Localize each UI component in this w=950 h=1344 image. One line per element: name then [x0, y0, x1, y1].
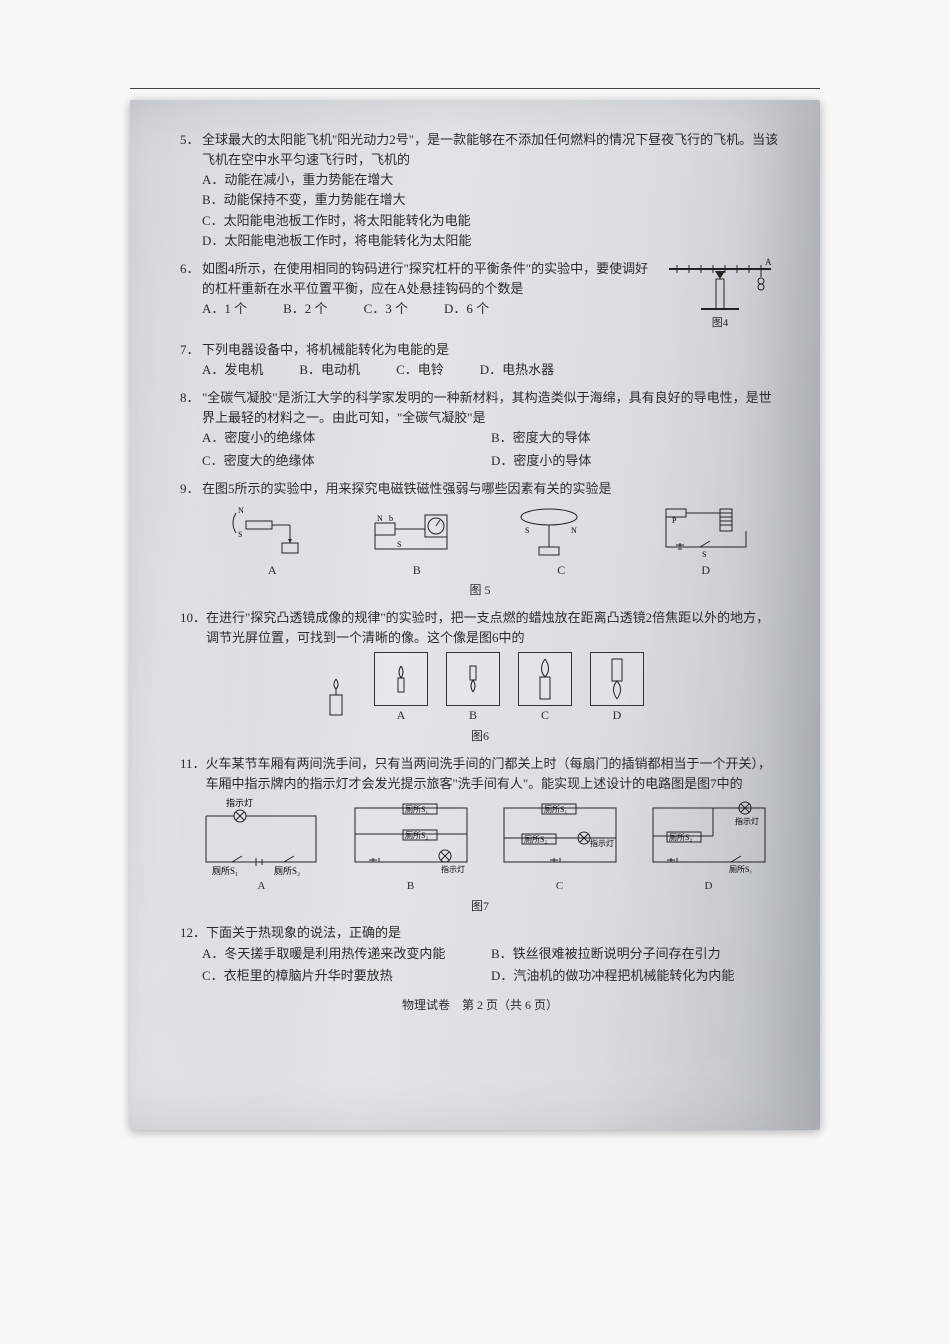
q8-stem: "全碳气凝胶"是浙江大学的科学家发明的一种新材料，其构造类似于海绵，具有良好的导… [202, 388, 780, 428]
figure-4-label: 图4 [660, 315, 780, 332]
svg-text:A: A [765, 257, 772, 267]
q11-label-c: C [488, 878, 631, 895]
q11-label-b: B [339, 878, 482, 895]
q6-opt-a: A．1 个 [202, 299, 247, 319]
svg-text:厕所S₁: 厕所S₁ [729, 864, 752, 874]
question-10: 10． 在进行"探究凸透镜成像的规律"的实验时，把一支点燃的蜡烛放在距离凸透镜2… [180, 608, 780, 745]
svg-text:指示灯: 指示灯 [590, 838, 614, 848]
q10-label-d: D [590, 706, 644, 725]
q12-opt-c: C．衣柜里的樟脑片升华时要放热 [202, 966, 491, 986]
figure-7: 指示灯 厕所S₁ 厕所S₂ A 厕所S₁ 厕所S₂ [180, 794, 780, 895]
question-12: 12． 下面关于热现象的说法，正确的是 A．冬天搓手取暖是利用热传递来改变内能 … [180, 923, 780, 985]
svg-text:S: S [397, 540, 401, 549]
q5-opt-d: D．太阳能电池板工作时，将电能转化为太阳能 [202, 231, 780, 251]
q12-num: 12． [180, 923, 206, 943]
q10-label-a: A [374, 706, 428, 725]
q6-opt-c: C．3 个 [364, 299, 408, 319]
svg-text:厕所S₂: 厕所S₂ [524, 834, 547, 844]
q5-num: 5． [180, 130, 202, 170]
q5-opt-b: B．动能保持不变，重力势能在增大 [202, 190, 780, 210]
q5-opt-c: C．太阳能电池板工作时，将太阳能转化为电能 [202, 211, 780, 231]
svg-text:S: S [702, 550, 706, 559]
q9-num: 9． [180, 479, 202, 499]
q5-opt-a: A．动能在减小，重力势能在增大 [202, 170, 780, 190]
figure-6: A B C D [180, 648, 780, 725]
svg-text:b: b [389, 514, 393, 523]
figure-4: A 图4 [660, 255, 780, 332]
q9-stem: 在图5所示的实验中，用来探究电磁铁磁性强弱与哪些因素有关的实验是 [202, 479, 780, 499]
figure-6-label: 图6 [180, 727, 780, 746]
q8-opt-a: A．密度小的绝缘体 [202, 428, 491, 448]
q11-num: 11． [180, 754, 206, 794]
question-7: 7． 下列电器设备中，将机械能转化为电能的是 A．发电机 B．电动机 C．电铃 … [180, 340, 780, 380]
svg-text:指示灯: 指示灯 [735, 816, 759, 826]
q8-opt-d: D．密度小的导体 [491, 451, 780, 471]
svg-text:指示灯: 指示灯 [441, 864, 465, 874]
q7-opt-a: A．发电机 [202, 360, 263, 380]
q7-num: 7． [180, 340, 202, 360]
question-6: A 图4 6． 如图4所示，在使用相同的钩码进行"探究杠杆的平衡条件"的实验中，… [180, 259, 780, 332]
svg-text:S: S [238, 530, 242, 539]
svg-text:N: N [238, 506, 244, 515]
svg-text:厕所S₁: 厕所S₁ [212, 866, 238, 876]
question-9: 9． 在图5所示的实验中，用来探究电磁铁磁性强弱与哪些因素有关的实验是 N S A [180, 479, 780, 600]
q7-opt-d: D．电热水器 [480, 360, 554, 380]
q6-opt-b: B．2 个 [283, 299, 327, 319]
question-8: 8． "全碳气凝胶"是浙江大学的科学家发明的一种新材料，其构造类似于海绵，具有良… [180, 388, 780, 471]
q7-opt-b: B．电动机 [299, 360, 360, 380]
q6-stem: 如图4所示，在使用相同的钩码进行"探究杠杆的平衡条件"的实验中，要使调好的杠杆重… [202, 259, 654, 299]
svg-text:指示灯: 指示灯 [226, 798, 253, 808]
q12-opt-d: D．汽油机的做功冲程把机械能转化为内能 [491, 966, 780, 986]
q9-label-d: D [656, 561, 756, 580]
figure-5-label: 图 5 [180, 581, 780, 600]
q12-opt-a: A．冬天搓手取暖是利用热传递来改变内能 [202, 944, 491, 964]
svg-text:S: S [525, 526, 529, 535]
q11-label-a: A [190, 878, 333, 895]
q11-label-d: D [637, 878, 780, 895]
svg-text:厕所S₂: 厕所S₂ [274, 866, 300, 876]
svg-text:N: N [571, 526, 577, 535]
q7-stem: 下列电器设备中，将机械能转化为电能的是 [202, 340, 780, 360]
q7-opt-c: C．电铃 [396, 360, 444, 380]
svg-text:厕所S₂: 厕所S₂ [669, 832, 692, 842]
q9-label-a: A [226, 561, 318, 580]
question-11: 11． 火车某节车厢有两间洗手间，只有当两间洗手间的门都关上时（每扇门的插销都相… [180, 754, 780, 916]
q11-stem: 火车某节车厢有两间洗手间，只有当两间洗手间的门都关上时（每扇门的插销都相当于一个… [206, 754, 780, 794]
q10-stem: 在进行"探究凸透镜成像的规律"的实验时，把一支点燃的蜡烛放在距离凸透镜2倍焦距以… [206, 608, 780, 648]
svg-text:P: P [672, 516, 677, 525]
svg-text:厕所S₁: 厕所S₁ [405, 804, 428, 814]
q10-label-c: C [518, 706, 572, 725]
q12-opt-b: B．铁丝很难被拉断说明分子间存在引力 [491, 944, 780, 964]
q12-stem: 下面关于热现象的说法，正确的是 [206, 923, 780, 943]
q9-label-c: C [515, 561, 607, 580]
exam-page: 5． 全球最大的太阳能飞机"阳光动力2号"，是一款能够在不添加任何燃料的情况下昼… [130, 100, 820, 1130]
q10-label-b: B [446, 706, 500, 725]
q6-num: 6． [180, 259, 202, 299]
q8-num: 8． [180, 388, 202, 428]
question-5: 5． 全球最大的太阳能飞机"阳光动力2号"，是一款能够在不添加任何燃料的情况下昼… [180, 130, 780, 251]
page-footer: 物理试卷 第 2 页（共 6 页） [180, 996, 780, 1015]
figure-7-label: 图7 [180, 897, 780, 916]
q5-stem: 全球最大的太阳能飞机"阳光动力2号"，是一款能够在不添加任何燃料的情况下昼夜飞行… [202, 130, 780, 170]
figure-5: N S A Nb S [180, 499, 780, 580]
q8-opt-c: C．密度大的绝缘体 [202, 451, 491, 471]
svg-text:N: N [377, 514, 383, 523]
svg-text:厕所S₁: 厕所S₁ [544, 804, 567, 814]
svg-text:厕所S₂: 厕所S₂ [405, 830, 428, 840]
q6-opt-d: D．6 个 [444, 299, 489, 319]
q8-opt-b: B．密度大的导体 [491, 428, 780, 448]
q10-num: 10． [180, 608, 206, 648]
q9-label-b: B [367, 561, 467, 580]
